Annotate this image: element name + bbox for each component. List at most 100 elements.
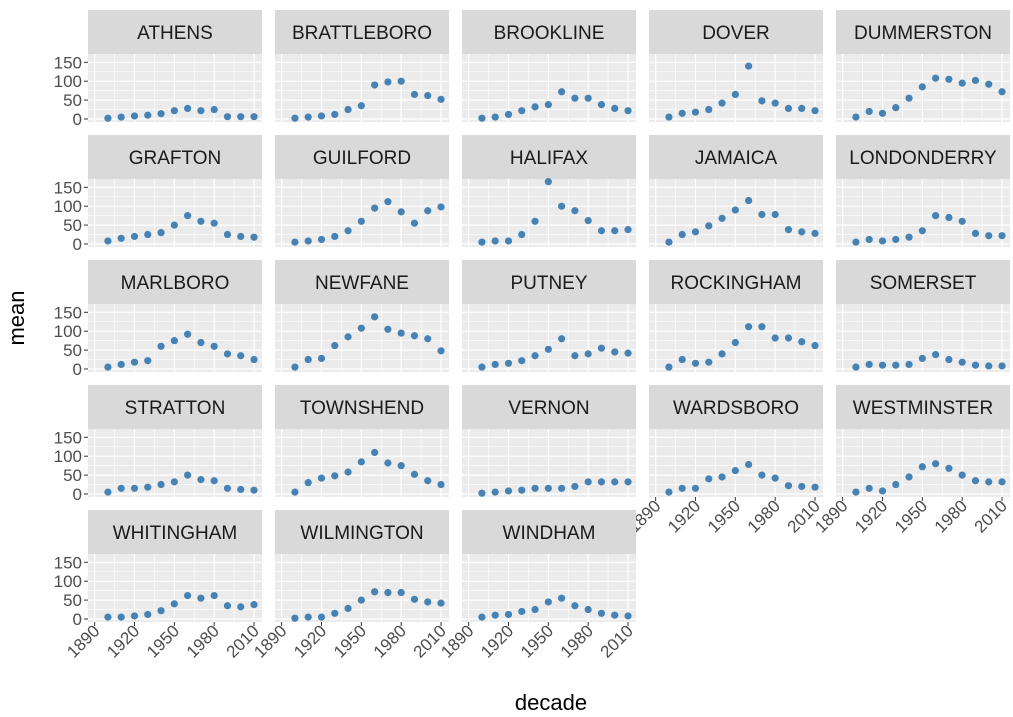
x-tick-label: 1980 — [370, 621, 410, 661]
data-point — [784, 334, 793, 342]
data-point — [571, 602, 579, 610]
x-axis-title: decade — [515, 690, 587, 715]
data-point — [852, 113, 860, 121]
facet-title: DUMMERSTON — [854, 23, 992, 44]
data-point — [731, 466, 739, 475]
data-point — [250, 355, 258, 364]
data-point — [531, 484, 539, 492]
data-point — [117, 484, 125, 492]
data-point — [584, 216, 592, 225]
data-point — [611, 227, 619, 235]
facet-strip — [88, 385, 262, 429]
y-tick-label: 100 — [54, 572, 82, 591]
data-point — [491, 611, 499, 619]
data-point — [784, 104, 793, 112]
data-point — [798, 482, 806, 491]
data-point — [624, 349, 632, 357]
data-point — [905, 473, 913, 481]
data-point — [478, 114, 486, 122]
data-point — [811, 107, 819, 115]
data-point — [571, 352, 579, 360]
y-tick-label: 100 — [54, 197, 82, 216]
y-tick-label: 100 — [54, 447, 82, 466]
data-point — [892, 235, 900, 244]
data-point — [357, 102, 365, 110]
facet-panel: BROOKLINE — [462, 10, 636, 122]
data-point — [357, 217, 365, 225]
facet-panel: BRATTLEBORO — [275, 10, 449, 122]
data-point — [157, 607, 165, 615]
data-point — [130, 484, 139, 492]
facet-strip — [88, 135, 262, 179]
data-point — [518, 607, 526, 616]
facet-title: SOMERSET — [870, 273, 977, 294]
facet-strip — [88, 10, 262, 54]
data-point — [371, 588, 379, 596]
data-point — [731, 90, 739, 99]
data-point — [597, 344, 606, 352]
data-point — [304, 355, 312, 364]
panel-background — [462, 304, 636, 372]
data-point — [237, 232, 245, 241]
data-point — [731, 338, 739, 347]
data-point — [705, 222, 713, 230]
data-point — [331, 110, 339, 119]
panel-background — [462, 54, 636, 122]
data-point — [371, 204, 379, 212]
x-tick-label: 1980 — [744, 496, 784, 536]
data-point — [237, 485, 245, 494]
data-point — [758, 210, 766, 219]
data-point — [665, 363, 673, 371]
data-point — [892, 480, 900, 489]
data-point — [117, 113, 125, 121]
data-point — [344, 333, 352, 341]
facet-strip — [275, 510, 449, 554]
data-point — [718, 350, 726, 358]
data-point — [892, 361, 900, 369]
data-point — [410, 470, 419, 478]
facet-panel: SOMERSET — [836, 260, 1010, 372]
facet-title: DOVER — [702, 23, 770, 44]
facet-strip — [649, 135, 823, 179]
data-point — [945, 213, 953, 222]
data-point — [678, 484, 686, 492]
x-tick-label: 2010 — [597, 621, 637, 661]
facet-title: GUILFORD — [313, 148, 411, 169]
data-point — [731, 206, 739, 214]
data-point — [571, 207, 579, 215]
data-point — [665, 488, 673, 496]
data-point — [985, 232, 993, 240]
data-point — [170, 600, 178, 608]
data-point — [210, 342, 218, 350]
data-point — [771, 474, 779, 482]
data-point — [197, 338, 205, 347]
y-tick-label: 50 — [63, 466, 82, 485]
data-point — [144, 483, 152, 491]
data-point — [811, 229, 819, 237]
facet-title: WINDHAM — [503, 523, 596, 544]
data-point — [798, 338, 806, 346]
x-tick-label: 1980 — [931, 496, 971, 536]
data-point — [210, 105, 218, 114]
data-point — [331, 609, 339, 617]
data-point — [437, 347, 445, 355]
data-point — [197, 594, 205, 602]
data-point — [210, 591, 218, 600]
panel-background — [462, 554, 636, 622]
y-tick-label: 0 — [73, 360, 82, 379]
facet-panel: WESTMINSTER 1890 1920 1950 1980 2010 — [811, 385, 1011, 537]
panel-background — [275, 179, 449, 247]
data-point — [932, 212, 940, 220]
data-point — [865, 484, 873, 492]
data-point — [718, 99, 726, 107]
data-point — [705, 475, 713, 483]
data-point — [344, 105, 352, 114]
x-tick-label: 1890 — [250, 621, 290, 661]
facet-title: BROOKLINE — [494, 23, 605, 44]
data-point — [518, 107, 526, 115]
data-point — [424, 335, 432, 343]
facet-strip — [275, 385, 449, 429]
data-point — [958, 471, 966, 479]
data-point — [678, 355, 686, 364]
